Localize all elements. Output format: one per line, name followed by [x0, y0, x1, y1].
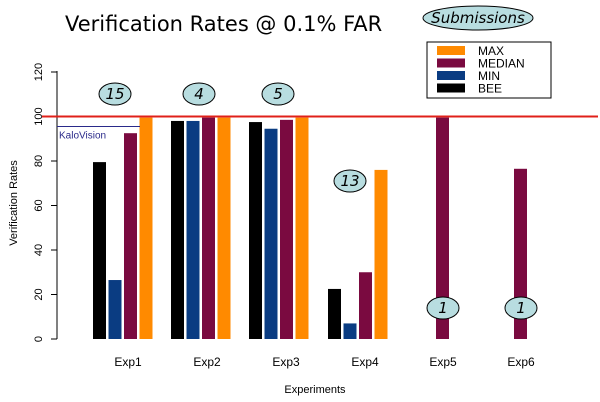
- submission-count: 1: [438, 299, 448, 317]
- bar-bee-exp3: [249, 122, 262, 339]
- bar-max-exp4: [374, 169, 388, 339]
- bar-median-exp1: [124, 133, 137, 339]
- submission-badge: 5: [261, 82, 295, 106]
- submissions-label: Submissions: [431, 9, 525, 27]
- chart-title: Verification Rates @ 0.1% FAR: [65, 12, 382, 36]
- y-tick-label: 80: [33, 155, 45, 167]
- y-tick-label: 120: [33, 63, 45, 81]
- legend-label-bee: BEE: [478, 82, 502, 96]
- bar-min-exp4: [343, 323, 357, 339]
- bar-bee-exp1: [93, 162, 106, 339]
- x-tick-label: Exp3: [272, 355, 300, 369]
- x-tick-label: Exp2: [193, 355, 221, 369]
- badge-ellipse: [333, 169, 367, 193]
- reference-lines: KaloVision: [42, 115, 598, 142]
- bar-median-exp6: [514, 168, 527, 339]
- badge-ellipse: [182, 82, 216, 106]
- submission-count: 13: [340, 172, 359, 190]
- bar-max-exp1: [139, 117, 153, 339]
- bar-bee-exp2: [171, 120, 184, 339]
- bar-median-exp3: [280, 119, 293, 340]
- badge-ellipse: [426, 296, 460, 320]
- y-tick-label: 0: [33, 336, 45, 342]
- submission-count: 1: [516, 299, 526, 317]
- bar-median-exp4: [359, 272, 372, 339]
- submission-count-badges: 15 4 5 13 1 1: [98, 82, 538, 320]
- submissions-badge: Submissions: [422, 5, 534, 31]
- x-tick-label: Exp4: [351, 355, 379, 369]
- submission-count: 15: [105, 85, 124, 103]
- bar-max-exp3: [295, 117, 309, 339]
- y-tick-label: 100: [33, 107, 45, 125]
- bar-min-exp2: [186, 120, 200, 339]
- legend-swatch-max: [437, 46, 465, 55]
- submission-badge: 4: [182, 82, 216, 106]
- y-axis-label: Verification Rates: [8, 160, 20, 246]
- legend-label-median: MEDIAN: [478, 57, 525, 71]
- submission-badge: 1: [504, 296, 538, 320]
- x-axis-categories: Exp1 Exp2 Exp3 Exp4 Exp5 Exp6: [114, 355, 535, 369]
- bars: [93, 117, 527, 340]
- y-tick-label: 60: [33, 199, 45, 211]
- submission-badge: 1: [426, 296, 460, 320]
- legend-swatch-bee: [437, 83, 465, 93]
- legend-swatch-median: [437, 58, 465, 68]
- badge-ellipse: [98, 82, 132, 106]
- x-axis-label: Experiments: [284, 384, 346, 396]
- x-tick-label: Exp1: [114, 355, 142, 369]
- submission-badge: 15: [98, 82, 132, 106]
- y-axis-ticks: 0 20 40 60 80 100 120: [33, 63, 57, 342]
- y-tick-label: 20: [33, 288, 45, 300]
- badge-ellipse: [504, 296, 538, 320]
- bar-min-exp1: [108, 280, 122, 339]
- legend-swatch-min: [437, 71, 465, 80]
- x-tick-label: Exp6: [507, 355, 535, 369]
- submission-count: 4: [194, 85, 204, 103]
- kalovision-label: KaloVision: [59, 131, 106, 142]
- y-tick-label: 40: [33, 244, 45, 256]
- badge-ellipse: [261, 82, 295, 106]
- bar-median-exp2: [202, 117, 215, 339]
- legend-label-min: MIN: [478, 69, 500, 83]
- bar-bee-exp4: [328, 288, 341, 339]
- bar-min-exp3: [264, 128, 278, 339]
- x-tick-label: Exp5: [429, 355, 457, 369]
- submission-badge: 13: [333, 169, 367, 193]
- legend-label-max: MAX: [478, 44, 504, 58]
- bar-max-exp2: [217, 117, 231, 339]
- bar-median-exp5: [436, 117, 449, 339]
- submission-count: 5: [273, 85, 283, 103]
